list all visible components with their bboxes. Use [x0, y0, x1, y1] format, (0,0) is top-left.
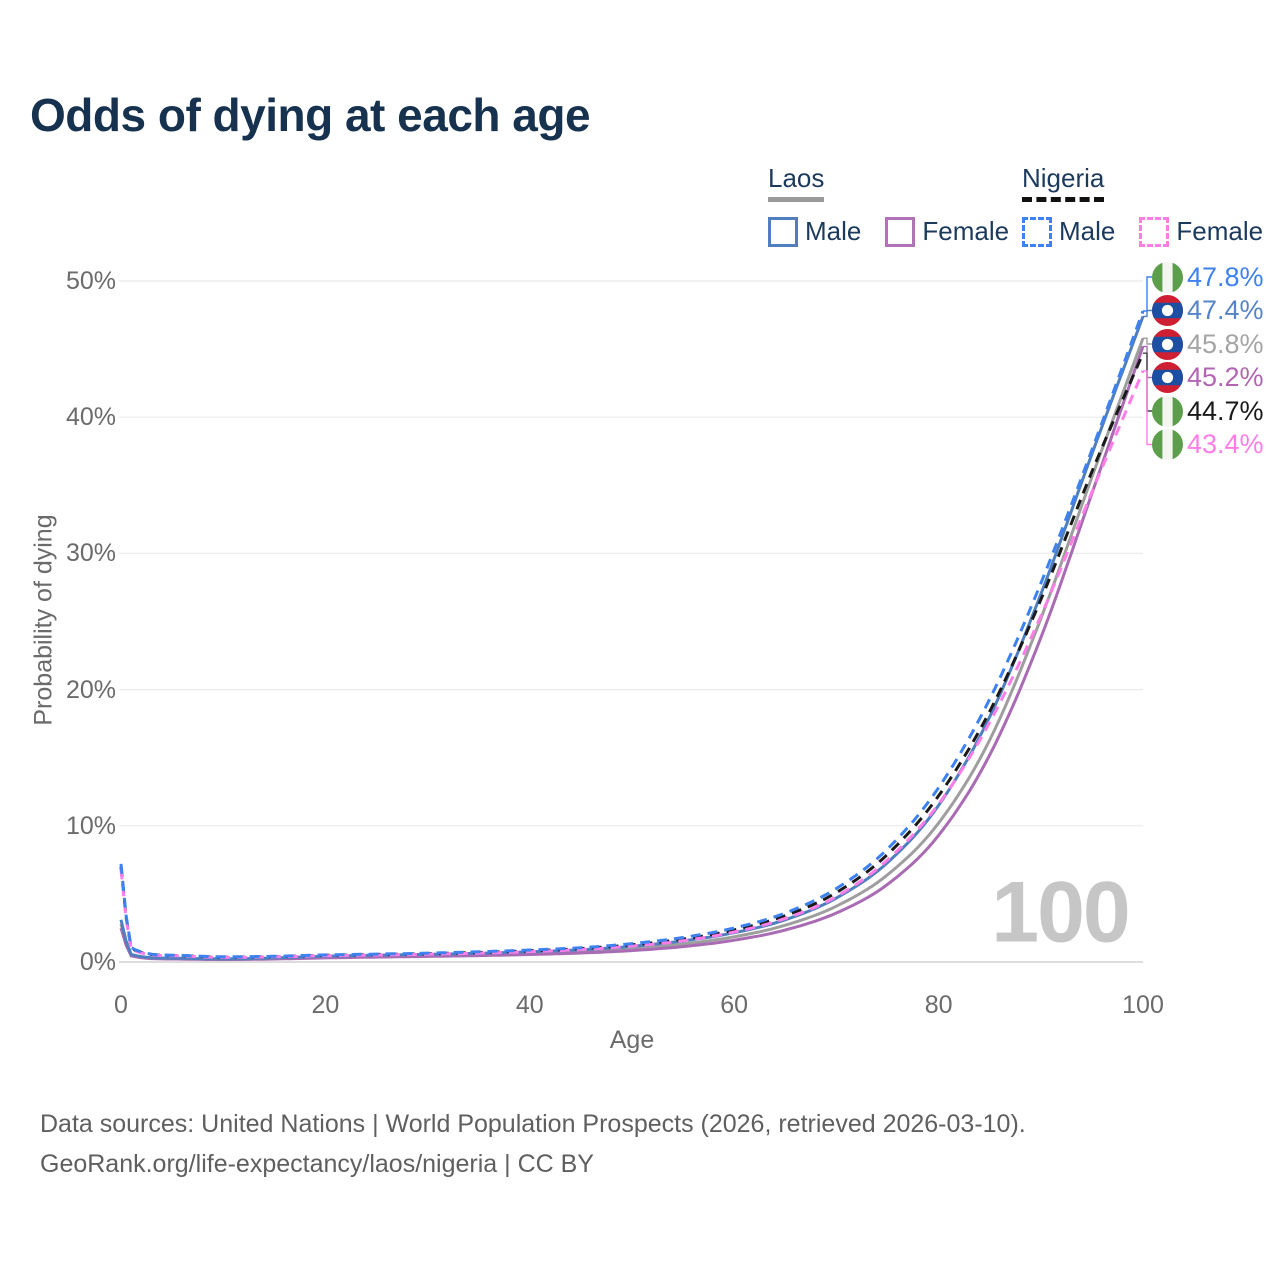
end-label-value: 43.4%	[1187, 429, 1264, 459]
legend-country-nigeria: Nigeria	[1022, 163, 1105, 202]
end-label-value: 47.8%	[1187, 261, 1264, 292]
end-label-value: 45.2%	[1187, 362, 1264, 392]
y-tick-50: 50%	[65, 267, 116, 295]
end-label-value: 47.4%	[1187, 295, 1264, 325]
nigeria-flag-icon	[1152, 395, 1183, 427]
laos-flag-icon	[1152, 295, 1183, 326]
series-line-nigeria-female[interactable]	[119, 370, 1145, 959]
legend-item-label: Male	[805, 216, 862, 246]
end-label-nigeria-male: 47.8%	[1152, 261, 1264, 293]
end-label-laos-female: 45.2%	[1152, 362, 1264, 394]
y-tick-40: 40%	[65, 403, 116, 432]
legend-item-label: Male	[1059, 216, 1116, 246]
end-label-connector	[1143, 309, 1152, 318]
end-label-value: 44.7%	[1187, 395, 1264, 426]
x-tick-0: 0	[114, 991, 128, 1019]
series-line-laos-male[interactable]	[119, 315, 1145, 961]
series-line-laos[interactable]	[119, 337, 1145, 961]
legend-country-laos: Laos	[768, 163, 825, 202]
legend-swatch-icon	[1022, 216, 1052, 247]
nigeria-flag-icon	[1152, 429, 1183, 460]
end-label-laos: 45.8%	[1152, 328, 1264, 360]
y-tick-10: 10%	[65, 811, 116, 840]
legend-item-nigeria-female[interactable]: Female	[1139, 216, 1263, 247]
series-line-laos-female[interactable]	[119, 345, 1145, 961]
end-label-connector	[1143, 276, 1152, 312]
legend-item-label: Female	[1176, 216, 1264, 246]
end-label-value: 45.8%	[1187, 328, 1264, 359]
y-tick-0: 0%	[79, 948, 116, 976]
footer-attribution: GeoRank.org/life-expectancy/laos/nigeria…	[40, 1150, 594, 1178]
x-tick-60: 60	[720, 991, 749, 1019]
legend-swatch-icon	[1139, 216, 1170, 247]
laos-flag-icon	[1152, 362, 1183, 393]
y-tick-30: 30%	[65, 539, 116, 568]
nigeria-flag-icon	[1152, 261, 1183, 293]
series-line-nigeria[interactable]	[119, 352, 1145, 959]
legend-group-nigeria: Nigeria Male Female	[1022, 163, 1280, 247]
x-tick-40: 40	[515, 991, 544, 1019]
y-axis-title: Probability of dying	[29, 514, 58, 726]
legend-group-laos: Laos Male Female	[768, 163, 1033, 247]
end-label-connector	[1143, 337, 1152, 345]
x-tick-80: 80	[924, 991, 953, 1019]
end-label-nigeria: 44.7%	[1152, 395, 1264, 427]
x-axis-title: Age	[609, 1026, 655, 1054]
y-tick-20: 20%	[65, 675, 116, 704]
legend-item-laos-male[interactable]: Male	[768, 216, 861, 247]
hovered-age-watermark: 100	[991, 864, 1130, 961]
end-label-laos-male: 47.4%	[1152, 295, 1264, 327]
x-tick-100: 100	[1122, 991, 1164, 1019]
footer-data-sources: Data sources: United Nations | World Pop…	[40, 1110, 1026, 1138]
laos-flag-icon	[1152, 328, 1183, 360]
footer: Data sources: United Nations | World Pop…	[40, 1104, 1026, 1184]
end-label-connector	[1143, 370, 1152, 446]
page-title: Odds of dying at each age	[30, 89, 591, 141]
legend-item-nigeria-male[interactable]: Male	[1022, 216, 1115, 247]
series-line-nigeria-male[interactable]	[119, 310, 1145, 959]
end-label-nigeria-female: 43.4%	[1152, 429, 1264, 461]
legend-item-laos-female[interactable]: Female	[885, 216, 1009, 247]
x-tick-20: 20	[311, 991, 340, 1019]
legend-swatch-icon	[768, 216, 798, 247]
legend-swatch-icon	[885, 216, 916, 247]
legend-item-label: Female	[922, 216, 1010, 246]
